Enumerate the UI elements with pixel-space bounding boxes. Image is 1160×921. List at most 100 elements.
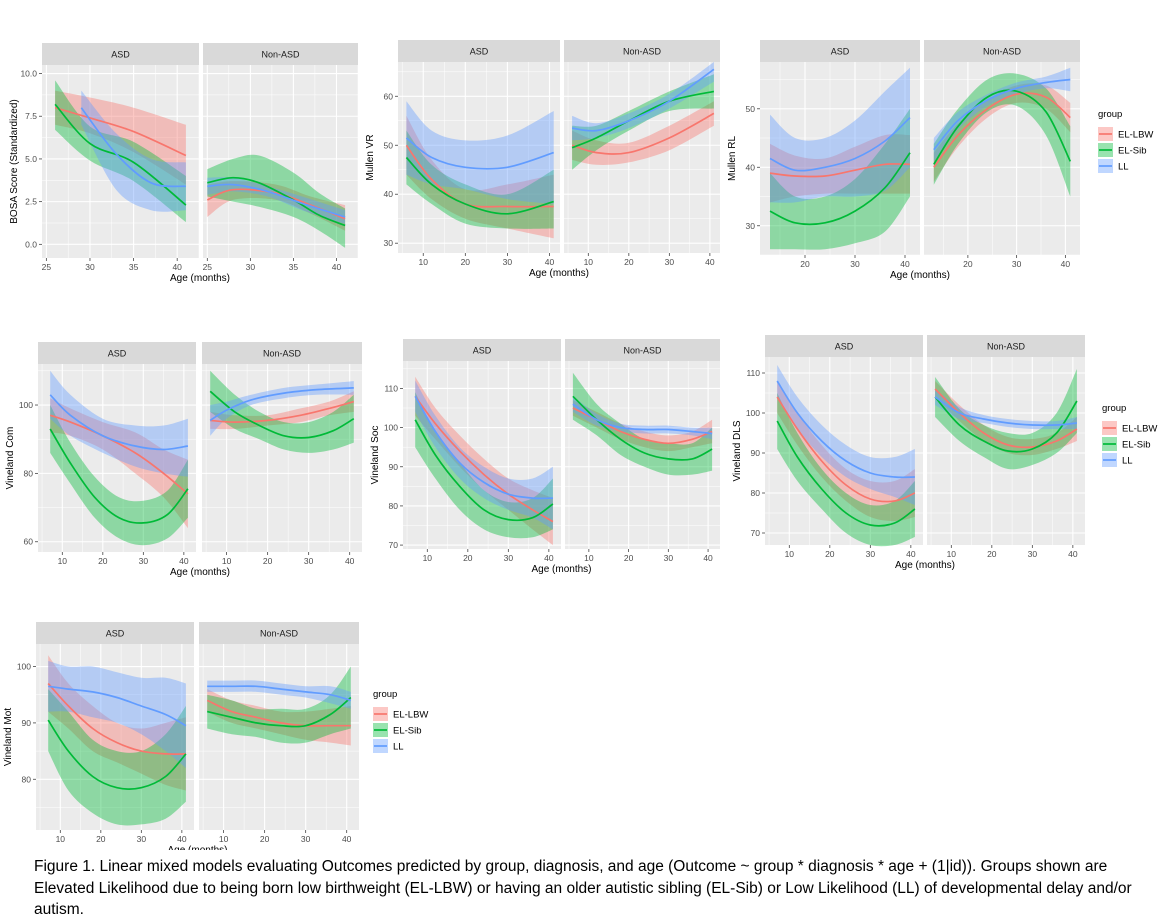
line-ll <box>571 68 715 132</box>
panel-asd: ASD 20 30 40 30 40 50 <box>746 40 920 269</box>
facet-label: Non-ASD <box>987 342 1026 352</box>
legend-label: EL-LBW <box>1122 424 1157 435</box>
ribbon-el-lbw <box>207 181 346 231</box>
y-tick-label: 30 <box>384 238 394 248</box>
facet-label: Non-ASD <box>263 349 302 359</box>
ribbon-ll <box>207 680 351 709</box>
x-tick-label: 40 <box>342 834 352 844</box>
facet-strip <box>398 40 560 62</box>
facet-strip <box>760 40 920 62</box>
line-el-lbw <box>54 106 187 157</box>
x-tick-label: 40 <box>332 262 342 272</box>
line-el-sib <box>934 396 1078 453</box>
facet-label: Non-ASD <box>623 47 662 57</box>
x-tick-label: 40 <box>705 257 715 267</box>
x-tick-label: 10 <box>584 553 594 563</box>
y-tick-label: 60 <box>384 91 394 101</box>
x-tick-label: 20 <box>463 553 473 563</box>
ribbon-el-lbw <box>210 391 354 430</box>
x-tick-label: 30 <box>304 556 314 566</box>
ribbon-el-sib <box>48 689 186 826</box>
facet-strip <box>38 342 196 364</box>
ribbon-el-lbw <box>48 655 186 791</box>
x-tick-label: 35 <box>129 262 139 272</box>
panel-non-asd: Non-ASD 10 20 30 40 <box>927 335 1085 559</box>
legend-label: EL-Sib <box>1122 440 1151 451</box>
facet-strip <box>927 335 1085 357</box>
chart-4: ASD 10 20 30 40 60 80 100 Vineland Com Non-ASD 10 2… <box>5 342 362 578</box>
legend-title: group <box>1098 109 1122 120</box>
y-tick-label: 90 <box>389 462 399 472</box>
panel-non-asd: Non-ASD 10 20 30 40 <box>199 622 359 844</box>
panel-background <box>765 357 923 545</box>
y-tick-label: 7.5 <box>25 111 37 121</box>
y-axis-label: Vineland Mot <box>3 708 14 766</box>
ribbon-el-lbw <box>55 90 186 185</box>
y-tick-label: 60 <box>24 537 34 547</box>
panel-background <box>199 644 359 830</box>
legend-label: EL-Sib <box>1118 146 1147 157</box>
facet-strip <box>199 622 359 644</box>
x-tick-label: 30 <box>301 834 311 844</box>
x-tick-label: 40 <box>172 262 182 272</box>
x-tick-label: 10 <box>785 549 795 559</box>
line-ll <box>48 685 187 727</box>
x-tick-label: 40 <box>1068 549 1078 559</box>
ribbon-el-lbw <box>50 398 188 529</box>
x-tick-label: 35 <box>289 262 299 272</box>
figure-caption: Figure 1. Linear mixed models evaluating… <box>34 858 1132 918</box>
y-tick-label: 70 <box>751 528 761 538</box>
facet-strip <box>924 40 1080 62</box>
facet-strip <box>42 43 199 65</box>
facet-label: Non-ASD <box>983 47 1022 57</box>
ribbon-ll <box>415 380 553 530</box>
x-tick-label: 20 <box>987 549 997 559</box>
ribbon-el-sib <box>207 666 351 744</box>
facet-label: Non-ASD <box>261 50 300 60</box>
ribbon-el-lbw <box>572 400 713 452</box>
y-tick-label: 40 <box>746 162 756 172</box>
chart-5: ASD 10 20 30 40 70 80 90 100 110 Vineland Soc Non-A… <box>370 339 720 575</box>
x-tick-label: 25 <box>42 262 52 272</box>
x-axis-label: Age (months) <box>890 270 950 281</box>
panel-background <box>202 364 362 552</box>
ribbon-ll <box>935 389 1077 430</box>
x-tick-label: 20 <box>624 257 634 267</box>
chart-2: ASD 10 20 30 40 30 40 50 60 Mullen VR Non-ASD 10 20 3… <box>365 40 720 279</box>
y-tick-label: 80 <box>24 468 34 478</box>
ribbon-el-lbw <box>770 134 910 203</box>
x-tick-label: 30 <box>85 262 95 272</box>
ribbon-el-lbw <box>406 115 554 239</box>
facet-label: ASD <box>473 346 492 356</box>
y-tick-label: 30 <box>746 221 756 231</box>
panel-background <box>398 62 560 253</box>
panel-non-asd: Non-ASD 10 20 30 40 <box>564 40 720 267</box>
x-tick-label: 30 <box>866 549 876 559</box>
facet-label: ASD <box>835 342 854 352</box>
x-tick-label: 40 <box>1061 259 1071 269</box>
line-el-lbw <box>933 92 1071 168</box>
y-axis-label: Vineland Soc <box>370 426 381 485</box>
y-axis-label: Vineland Com <box>5 427 16 490</box>
ribbon-el-lbw <box>415 376 553 546</box>
line-el-lbw <box>210 400 355 423</box>
y-tick-label: 90 <box>22 718 32 728</box>
panel-asd: ASD 10 20 30 40 60 80 100 <box>19 342 196 566</box>
legend: group EL-LBW EL-Sib LL <box>1098 109 1153 173</box>
y-tick-label: 80 <box>22 774 32 784</box>
line-ll <box>934 396 1077 427</box>
ribbon-ll <box>48 660 186 768</box>
legend-title: group <box>373 689 397 700</box>
facet-label: ASD <box>106 629 125 639</box>
x-tick-label: 10 <box>419 257 429 267</box>
panel-non-asd: Non-ASD 25 30 35 40 <box>203 43 359 272</box>
legend-label: LL <box>393 742 404 753</box>
y-tick-label: 10.0 <box>20 69 37 79</box>
panel-asd: ASD 10 20 30 40 30 40 50 60 <box>384 40 560 267</box>
x-tick-label: 10 <box>219 834 229 844</box>
facet-strip <box>403 339 561 361</box>
legend-label: LL <box>1122 456 1133 467</box>
ribbon-ll <box>777 365 915 505</box>
y-tick-label: 70 <box>389 540 399 550</box>
